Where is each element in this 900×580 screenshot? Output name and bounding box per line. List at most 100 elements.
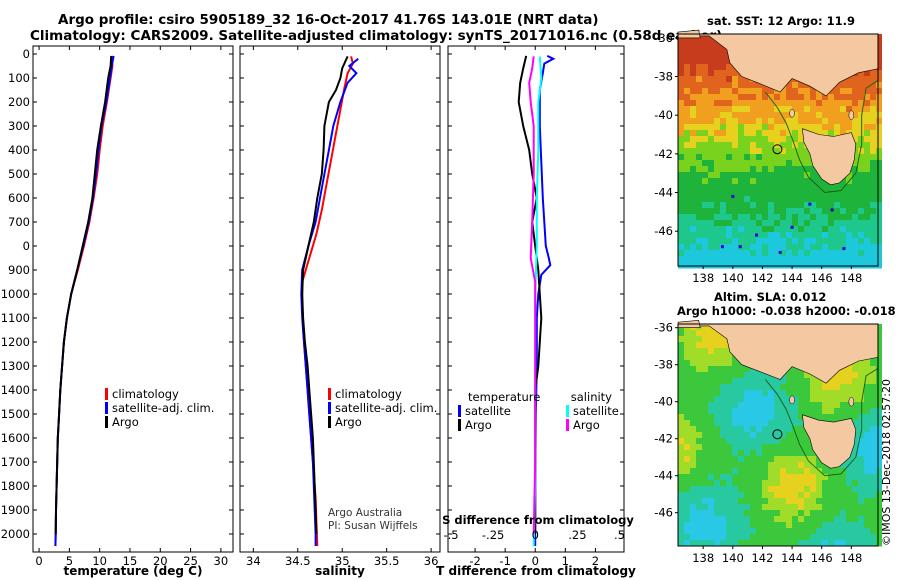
lat-tick-label: -46 xyxy=(654,506,673,520)
map-cell xyxy=(750,226,757,233)
map-cell xyxy=(798,504,805,511)
map-cell xyxy=(870,244,877,251)
map-cell xyxy=(792,244,799,251)
map-cell xyxy=(738,414,745,421)
map-cell xyxy=(702,94,709,101)
map-cell xyxy=(702,172,709,179)
map-cell xyxy=(726,184,733,191)
map-cell xyxy=(750,402,757,409)
map-cell xyxy=(732,106,739,113)
map-cell xyxy=(714,106,721,113)
map-cell xyxy=(708,226,715,233)
map-cell xyxy=(852,396,859,403)
map-cell xyxy=(708,190,715,197)
map-cell xyxy=(696,124,703,131)
map-cell xyxy=(780,462,787,469)
map-cell xyxy=(828,414,835,421)
top-tick-label: 0 xyxy=(532,528,539,542)
map-cell xyxy=(738,238,745,245)
map-cell xyxy=(864,76,871,83)
map-cell xyxy=(678,378,685,385)
map-cell xyxy=(798,492,805,499)
map-cell xyxy=(798,462,805,469)
map-cell xyxy=(720,196,727,203)
map-cell xyxy=(696,330,703,337)
map-cell xyxy=(876,402,882,409)
title-line-2: Climatology: CARS2009. Satellite-adjuste… xyxy=(30,28,723,44)
map-cell xyxy=(834,250,841,257)
map-cell xyxy=(858,82,865,89)
map-cell xyxy=(804,492,811,499)
map-cell xyxy=(708,372,715,379)
map-cell xyxy=(702,354,709,361)
map-cell xyxy=(870,100,877,107)
map-cell xyxy=(714,244,721,251)
map-cell xyxy=(780,504,787,511)
map-cell xyxy=(876,106,882,113)
map-cell xyxy=(708,486,715,493)
map-cell xyxy=(762,420,769,427)
map-cell xyxy=(804,250,811,257)
legend-label: satellite-adj. clim. xyxy=(112,401,214,415)
map-cell xyxy=(858,504,865,511)
series-line-argo xyxy=(301,55,349,535)
map-cell xyxy=(750,106,757,113)
series-line-temperature-satellite xyxy=(534,54,556,546)
map-cell xyxy=(714,360,721,367)
map-cell xyxy=(822,220,829,227)
map-cell xyxy=(846,100,853,107)
map-cell xyxy=(684,390,691,397)
map-cell xyxy=(846,256,853,263)
map-cell xyxy=(798,100,805,107)
map-cell xyxy=(810,106,817,113)
map-cell xyxy=(756,154,763,161)
lon-tick-label: 148 xyxy=(840,271,862,285)
map-cell xyxy=(774,160,781,167)
map-cell xyxy=(816,480,823,487)
map-cell xyxy=(834,238,841,245)
argo-position-marker xyxy=(772,144,783,155)
map-cell xyxy=(840,378,847,385)
map-cell xyxy=(828,118,835,125)
map-cell xyxy=(852,372,859,379)
map-cell xyxy=(744,94,751,101)
map-cell xyxy=(798,256,805,263)
map-cell xyxy=(684,124,691,131)
map-cell xyxy=(846,528,853,535)
map-cell xyxy=(702,88,709,95)
map-cell xyxy=(786,238,793,245)
map-cell xyxy=(750,124,757,131)
map-cell xyxy=(834,118,841,125)
map-cell xyxy=(744,226,751,233)
map-cell xyxy=(846,106,853,113)
map-cell xyxy=(792,172,799,179)
map-cell xyxy=(864,238,871,245)
map-cell xyxy=(720,76,727,83)
map-cell xyxy=(756,516,763,523)
map-cell xyxy=(870,420,877,427)
map-cell xyxy=(738,396,745,403)
map-cell xyxy=(714,450,721,457)
map-cell xyxy=(738,540,745,547)
map-cell xyxy=(816,130,823,137)
map-cell xyxy=(732,462,739,469)
map-cell xyxy=(756,226,763,233)
map-cell xyxy=(858,106,865,113)
map-cell xyxy=(714,184,721,191)
map-cell xyxy=(792,396,799,403)
legend-label: Argo xyxy=(573,418,600,432)
map-cell xyxy=(678,100,685,107)
map-cell xyxy=(840,516,847,523)
map-cell xyxy=(684,528,691,535)
map-cell xyxy=(732,420,739,427)
map-cell xyxy=(696,136,703,143)
map-cell xyxy=(870,136,877,143)
map-cell xyxy=(870,130,877,137)
map-cell xyxy=(846,208,853,215)
map-cell xyxy=(798,214,805,221)
map-cell xyxy=(696,414,703,421)
top-tick-label: -.25 xyxy=(482,528,504,542)
map-cell xyxy=(792,124,799,131)
map-cell xyxy=(678,196,685,203)
map-cell xyxy=(786,486,793,493)
